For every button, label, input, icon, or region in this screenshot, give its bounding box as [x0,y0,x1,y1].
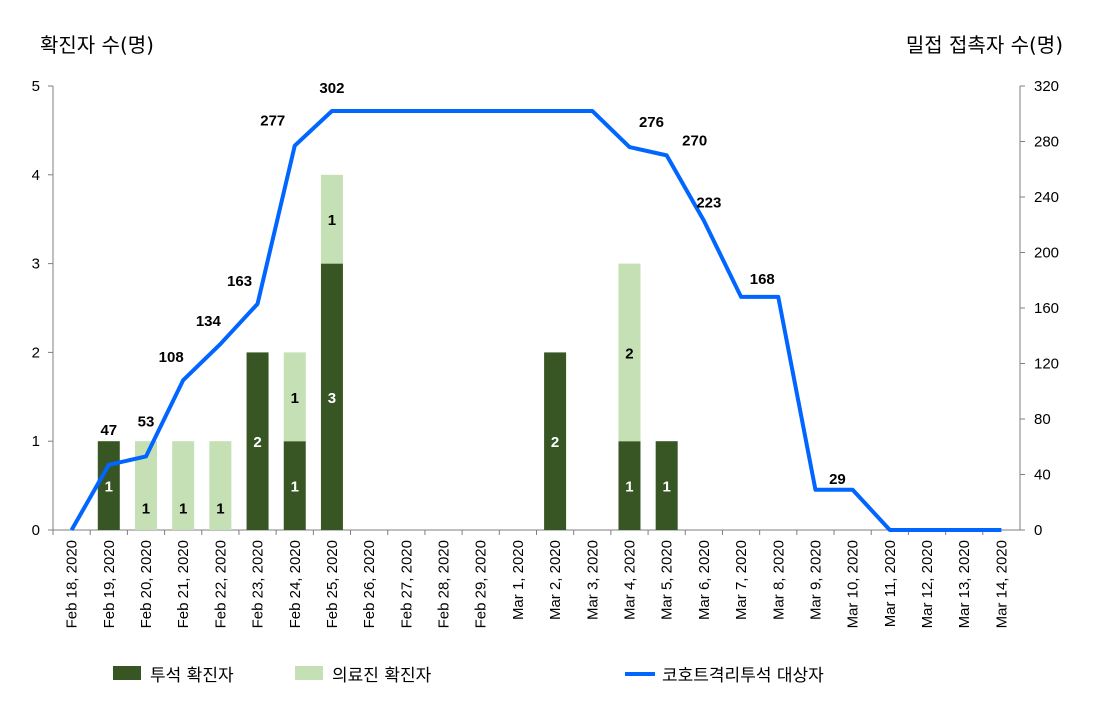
x-tick-label: Feb 27, 2020 [398,540,415,628]
right-tick-label: 40 [1034,467,1051,484]
x-tick-label: Mar 6, 2020 [696,540,713,620]
bar-data-label: 2 [253,434,261,451]
left-tick-label: 2 [32,344,40,361]
bar-data-label: 1 [216,501,224,518]
line-data-label: 163 [227,273,252,290]
x-tick-label: Feb 29, 2020 [473,540,490,628]
bar-data-label: 1 [625,479,633,496]
line-data-label: 53 [138,413,155,430]
x-tick-label: Mar 5, 2020 [659,540,676,620]
left-tick-label: 5 [32,78,40,95]
x-tick-label: Mar 7, 2020 [733,540,750,620]
right-tick-label: 280 [1034,134,1059,151]
line-cohort-isolation [69,108,1002,532]
right-tick-label: 160 [1034,300,1059,317]
bar-data-label: 1 [291,390,299,407]
left-tick-label: 4 [32,167,40,184]
legend-label: 투석 확진자 [150,666,234,686]
bar-medical-staff-confirmed [283,352,306,442]
bar-dialysis-confirmed [283,441,306,530]
bar-data-label: 1 [142,501,150,518]
x-tick-label: Mar 14, 2020 [993,540,1010,628]
line-data-label: 29 [829,471,846,488]
x-tick-label: Mar 9, 2020 [807,540,824,620]
legend-label: 의료진 확진자 [332,666,432,686]
x-tick-label: Feb 23, 2020 [250,540,267,628]
bar-dialysis-confirmed [655,441,678,530]
x-tick-label: Mar 12, 2020 [919,540,936,628]
line-data-label: 302 [319,80,344,97]
bar-data-label: 3 [328,390,336,407]
right-tick-label: 80 [1034,411,1051,428]
x-tick-label: Mar 11, 2020 [882,540,899,627]
bar-data-label: 1 [179,501,187,518]
right-tick-label: 200 [1034,245,1059,262]
bar-data-label: 2 [551,434,559,451]
line-data-label: 276 [639,114,664,131]
bar-dialysis-confirmed [618,441,641,530]
legend-swatch [113,666,141,680]
x-tick-label: Mar 1, 2020 [510,540,527,620]
right-tick-label: 0 [1034,522,1042,539]
legend: 투석 확진자 의료진 확진자 코호트격리투석 대상자 [113,666,824,686]
right-tick-label: 240 [1034,189,1059,206]
bar-medical-staff-confirmed [618,263,641,442]
left-tick-label: 0 [32,522,40,539]
bar-data-label: 1 [663,479,671,496]
bar-data-label: 1 [105,479,113,496]
line-data-label: 168 [750,271,775,288]
right-tick-label: 120 [1034,356,1059,373]
x-tick-label: Feb 20, 2020 [138,540,155,628]
bar-medical-staff-confirmed [172,441,195,530]
x-tick-label: Mar 2, 2020 [547,540,564,620]
bar-data-label: 1 [291,479,299,496]
x-tick-label: Feb 18, 2020 [64,540,81,628]
right-axis-title: 밀접 접촉자 수(명) [906,33,1063,57]
x-tick-label: Mar 4, 2020 [621,540,638,620]
x-tick-label: Mar 3, 2020 [584,540,601,620]
legend-label: 코호트격리투석 대상자 [662,666,824,686]
left-tick-label: 1 [32,433,40,450]
x-tick-label: Feb 25, 2020 [324,540,341,628]
x-tick-label: Feb 26, 2020 [361,540,378,628]
line-data-label: 223 [696,195,721,212]
x-tick-label: Feb 19, 2020 [101,540,118,628]
bar-medical-staff-confirmed [209,441,232,530]
bar-dialysis-confirmed [544,352,567,530]
plot-area: 0 1 2 3 4 5 0 40 80 120 160 200 240 280 320 Feb 18, 202… [32,78,1059,628]
line-data-label: 108 [159,349,184,366]
legend-swatch [295,666,323,680]
bar-medical-staff-confirmed [320,174,343,264]
line-data-label: 277 [260,113,285,130]
x-tick-label: Mar 8, 2020 [770,540,787,620]
left-tick-label: 3 [32,256,40,273]
line-data-label: 47 [100,422,117,439]
x-tick-label: Feb 28, 2020 [436,540,453,628]
bar-data-label: 2 [625,345,633,362]
left-axis-title: 확진자 수(명) [40,33,154,57]
bar-medical-staff-confirmed [134,441,157,530]
x-tick-label: Mar 13, 2020 [956,540,973,628]
x-tick-label: Mar 10, 2020 [845,540,862,628]
right-tick-label: 320 [1034,78,1059,95]
x-tick-label: Feb 22, 2020 [212,540,229,628]
bar-dialysis-confirmed [246,352,269,530]
line-data-label: 270 [682,132,707,149]
bar-dialysis-confirmed [320,263,343,530]
line-data-label: 134 [196,313,222,330]
bar-data-label: 1 [328,212,336,229]
x-tick-label: Feb 21, 2020 [175,540,192,628]
x-tick-label: Feb 24, 2020 [287,540,304,628]
